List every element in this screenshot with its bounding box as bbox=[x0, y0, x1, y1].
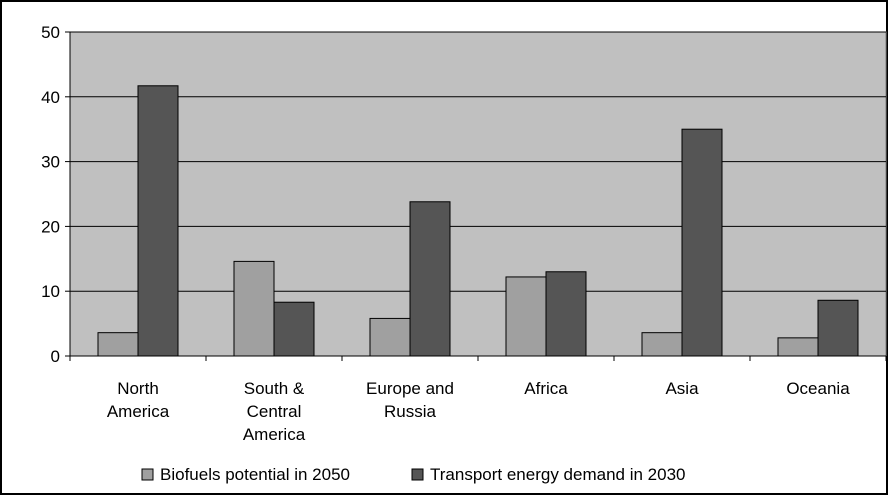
bar-biofuels bbox=[505, 276, 547, 357]
legend-swatch bbox=[141, 468, 154, 481]
bar-transport bbox=[409, 201, 451, 357]
x-category-label: North America bbox=[107, 379, 170, 421]
bar-biofuels bbox=[777, 337, 819, 357]
legend-label: Biofuels potential in 2050 bbox=[160, 465, 350, 484]
x-category-label: Oceania bbox=[786, 379, 850, 398]
y-tick-label: 20 bbox=[41, 217, 60, 236]
x-category-label: Europe and Russia bbox=[366, 379, 454, 421]
y-tick-label: 10 bbox=[41, 282, 60, 301]
y-tick-label: 30 bbox=[41, 153, 60, 172]
x-category-label: Asia bbox=[665, 379, 699, 398]
bar-biofuels bbox=[369, 317, 411, 357]
y-tick-label: 50 bbox=[41, 23, 60, 42]
plot-area bbox=[69, 31, 887, 357]
x-category-label: South & Central America bbox=[243, 379, 306, 444]
bar-transport bbox=[681, 128, 723, 357]
bar-transport bbox=[273, 301, 315, 357]
bar-biofuels bbox=[641, 332, 683, 357]
legend-swatch bbox=[411, 468, 424, 481]
legend-label: Transport energy demand in 2030 bbox=[430, 465, 685, 484]
bar-biofuels bbox=[97, 332, 139, 357]
bar-biofuels bbox=[233, 260, 275, 357]
bar-transport bbox=[817, 299, 859, 357]
x-category-label: Africa bbox=[524, 379, 568, 398]
bar-transport bbox=[137, 85, 179, 357]
bar-transport bbox=[545, 271, 587, 357]
y-tick-label: 40 bbox=[41, 88, 60, 107]
y-tick-label: 0 bbox=[51, 347, 60, 366]
